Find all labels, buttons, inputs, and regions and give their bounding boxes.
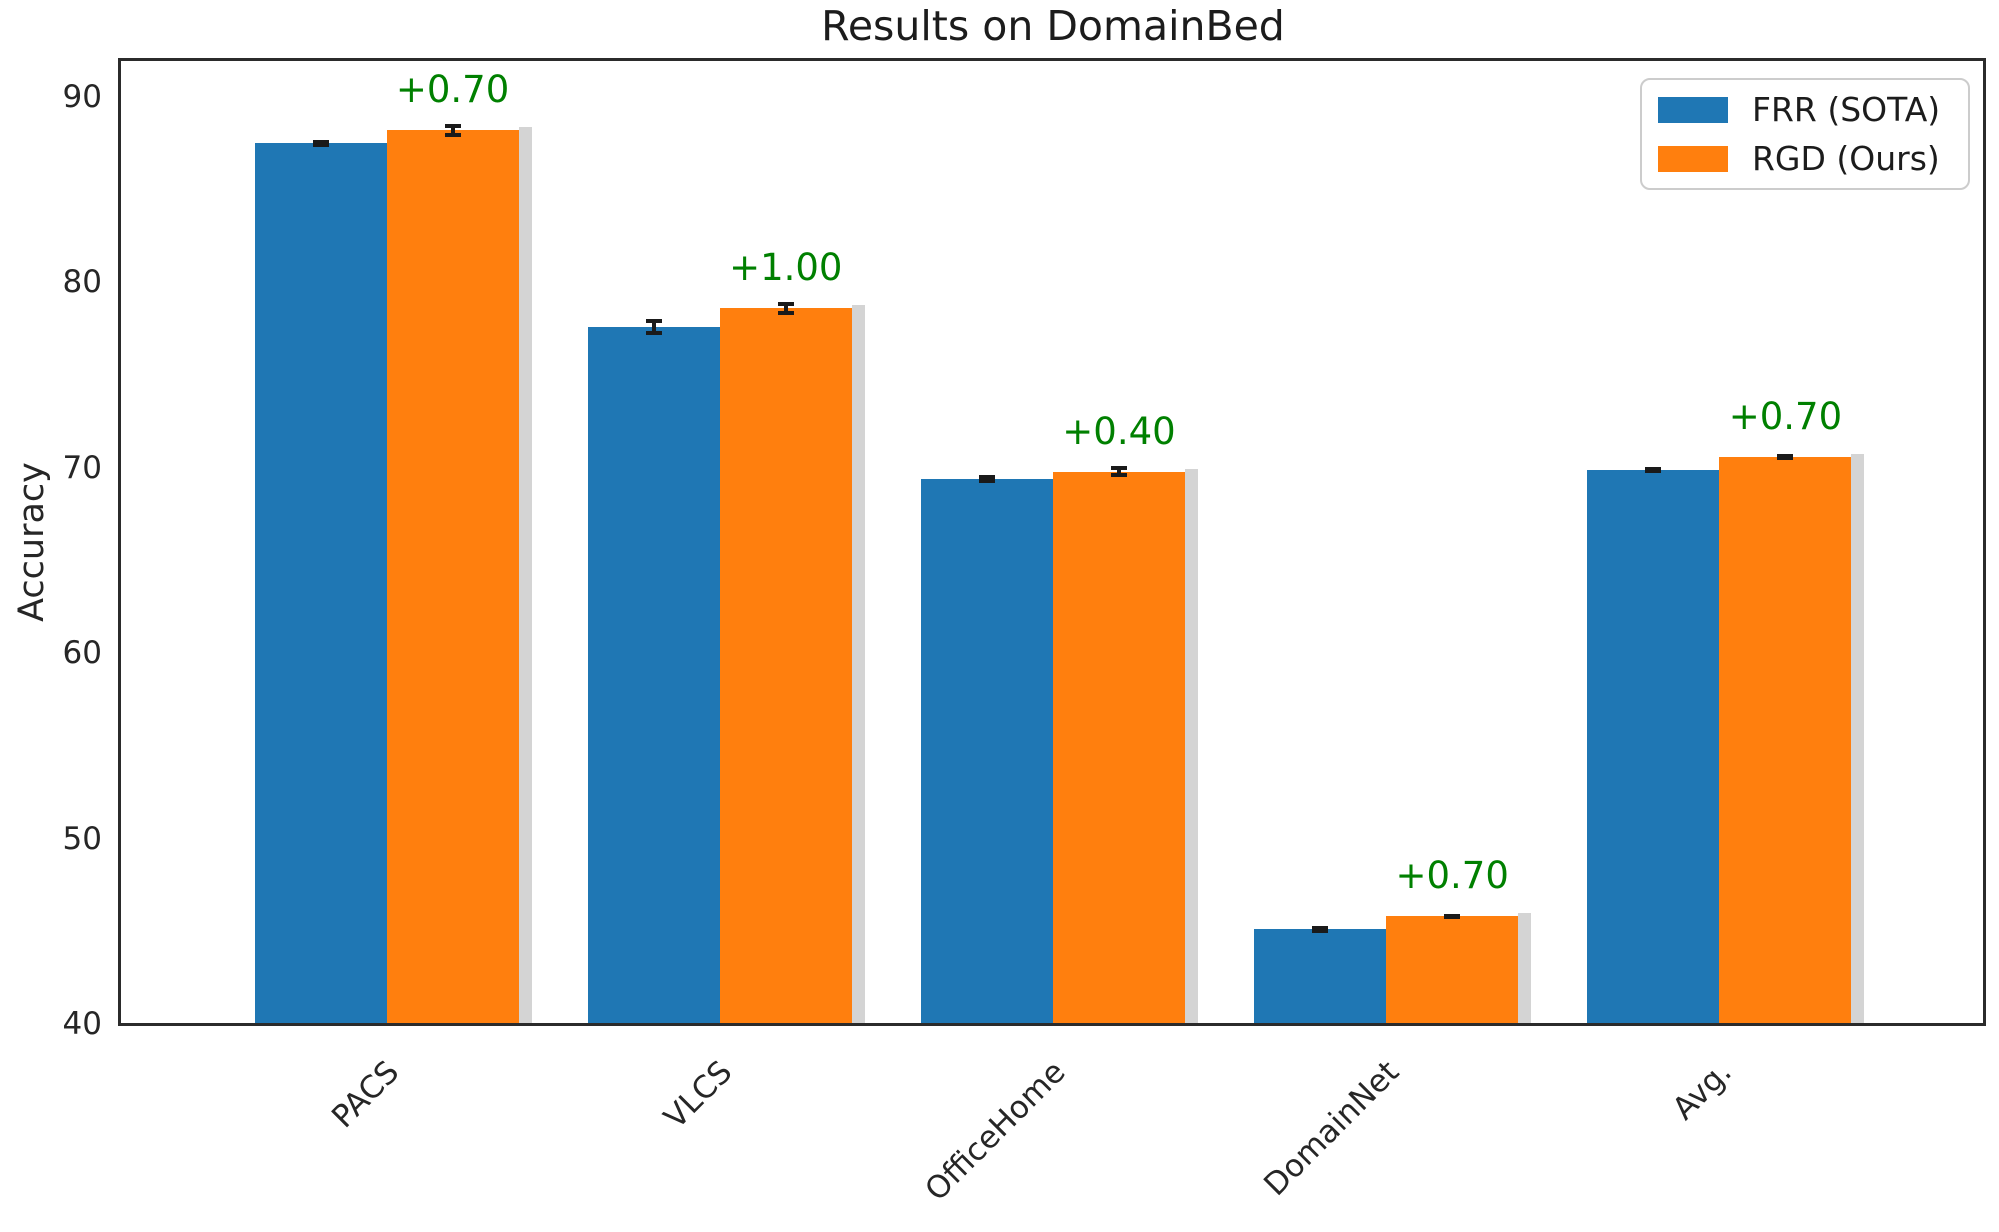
legend-swatch-frr [1658, 96, 1728, 123]
gain-label: +0.70 [1395, 854, 1509, 898]
x-tick-label: DomainNet [1256, 1054, 1406, 1204]
y-axis-label: Accuracy [12, 462, 52, 622]
error-bar-cap [979, 475, 995, 480]
legend-entry-rgd: RGD (Ours) [1658, 139, 1968, 178]
y-tick-label: 70 [62, 449, 102, 486]
legend-label-rgd: RGD (Ours) [1752, 139, 1940, 178]
bar-frr [921, 478, 1053, 1024]
error-bar-cap [1444, 915, 1461, 920]
legend-entry-frr: FRR (SOTA) [1658, 90, 1968, 129]
gain-label: +1.00 [729, 246, 843, 290]
y-tick-label: 60 [62, 635, 102, 672]
error-bar-cap [444, 133, 461, 138]
gain-label: +0.70 [395, 68, 510, 112]
bar-shadow [1185, 468, 1198, 1024]
bar-rgd [1386, 916, 1519, 1024]
error-bar-cap [979, 478, 995, 483]
error-bar-cap [1312, 925, 1329, 930]
gain-label: +0.70 [1728, 394, 1843, 438]
x-tick-label: Avg. [1665, 1054, 1739, 1128]
bar-frr [587, 326, 720, 1024]
chart-title: Results on DomainBed [821, 2, 1285, 50]
error-bar-cap [645, 330, 662, 335]
bar-shadow [1851, 453, 1865, 1024]
error-bar [450, 125, 455, 136]
y-tick-label: 80 [62, 264, 102, 301]
error-bar-cap [1312, 929, 1329, 934]
x-tick-label: PACS [324, 1054, 407, 1136]
bar-frr [1254, 929, 1387, 1024]
legend: FRR (SOTA) RGD (Ours) [1640, 78, 1970, 190]
error-bar-cap [777, 311, 794, 316]
legend-label-frr: FRR (SOTA) [1752, 90, 1941, 129]
error-bar-cap [444, 123, 461, 128]
bar-shadow [851, 305, 865, 1024]
error-bar-cap [777, 301, 794, 306]
x-tick-label: VLCS [657, 1054, 740, 1136]
bar-shadow [518, 127, 532, 1024]
error-bar [651, 321, 656, 333]
bar-shadow [1518, 913, 1532, 1024]
error-bar [783, 303, 788, 314]
error-bar-cap [312, 139, 329, 144]
bar-frr [1587, 469, 1720, 1024]
error-bar [1117, 467, 1121, 476]
error-bar-cap [1111, 465, 1127, 470]
legend-swatch-rgd [1658, 145, 1728, 172]
y-tick-label: 40 [62, 1006, 102, 1042]
bar-rgd [1719, 456, 1852, 1024]
error-bar-cap [1777, 455, 1794, 460]
error-bar-cap [1645, 468, 1662, 473]
gain-label: +0.40 [1062, 409, 1176, 453]
error-bar-cap [1111, 473, 1127, 478]
bar-frr [254, 143, 387, 1024]
y-tick-label: 90 [62, 79, 102, 116]
error-bar-cap [312, 143, 329, 148]
x-tick-label: OfficeHome [918, 1054, 1073, 1209]
bar-rgd [386, 130, 519, 1024]
bar-rgd [719, 308, 852, 1024]
bar-rgd [1053, 471, 1185, 1024]
error-bar-cap [645, 319, 662, 324]
y-tick-label: 50 [62, 820, 102, 857]
